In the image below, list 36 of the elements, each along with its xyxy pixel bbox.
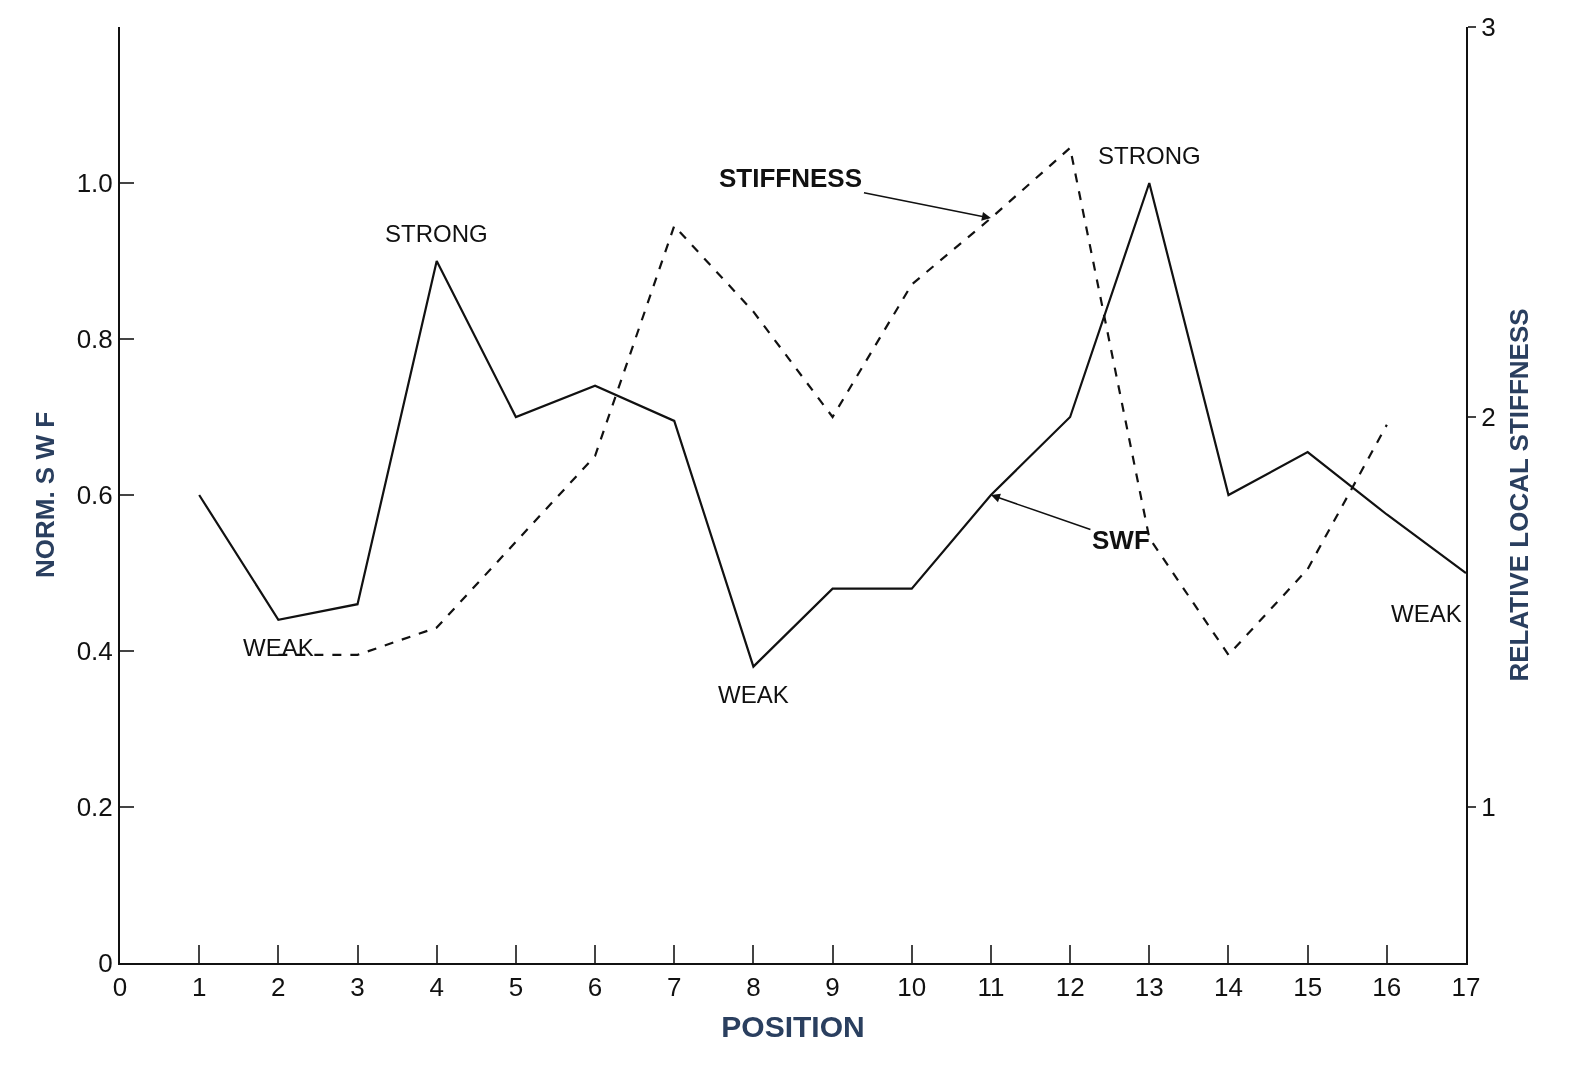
- y2-tick-label: 3: [1481, 12, 1496, 43]
- x-tick-label: 3: [350, 972, 365, 1003]
- annotation: WEAK: [1391, 600, 1462, 627]
- x-tick-label: 6: [587, 972, 603, 1003]
- y-tick-label: 0: [98, 948, 113, 979]
- x-tick-label: 16: [1372, 972, 1402, 1003]
- x-tick-label: 7: [667, 972, 682, 1003]
- annotation: WEAK: [718, 681, 789, 708]
- text: SWF: [1092, 525, 1150, 555]
- y2-tick-label: 2: [1481, 402, 1496, 433]
- y-tick-label: 0.6: [76, 480, 113, 511]
- x-tick-label: 8: [746, 972, 761, 1003]
- x-tick-label: 9: [825, 972, 840, 1003]
- x-tick-label: 5: [508, 972, 524, 1003]
- x-tick-label: 14: [1214, 972, 1243, 1003]
- x-tick-label: 1: [191, 972, 207, 1003]
- y2-axis-title: RELATIVE LOCAL STIFFNESS: [1503, 308, 1534, 682]
- y-axis-title: NORM. S W F: [29, 411, 60, 579]
- x-tick-label: 13: [1134, 972, 1164, 1003]
- annotation: STRONG: [385, 220, 488, 247]
- text: STIFFNESS: [719, 163, 863, 193]
- x-tick-label: 15: [1293, 972, 1323, 1003]
- x-tick-label: 4: [429, 972, 444, 1003]
- x-axis-title: POSITION: [721, 1010, 865, 1044]
- y-tick-label: 0.8: [76, 324, 113, 355]
- y-tick-label: 0.2: [76, 792, 113, 823]
- y2-tick-label: 1: [1481, 792, 1496, 823]
- y-tick-label: 1.0: [76, 168, 113, 199]
- x-tick-label: 2: [271, 972, 286, 1003]
- x-tick-label: 12: [1055, 972, 1085, 1003]
- annotation: STRONG: [1098, 142, 1201, 169]
- x-tick-label: 17: [1451, 972, 1481, 1003]
- x-tick-label: 10: [897, 972, 927, 1003]
- x-tick-label: 11: [977, 972, 1005, 1003]
- y-tick-label: 0.4: [76, 636, 113, 667]
- annotation: WEAK: [243, 634, 314, 661]
